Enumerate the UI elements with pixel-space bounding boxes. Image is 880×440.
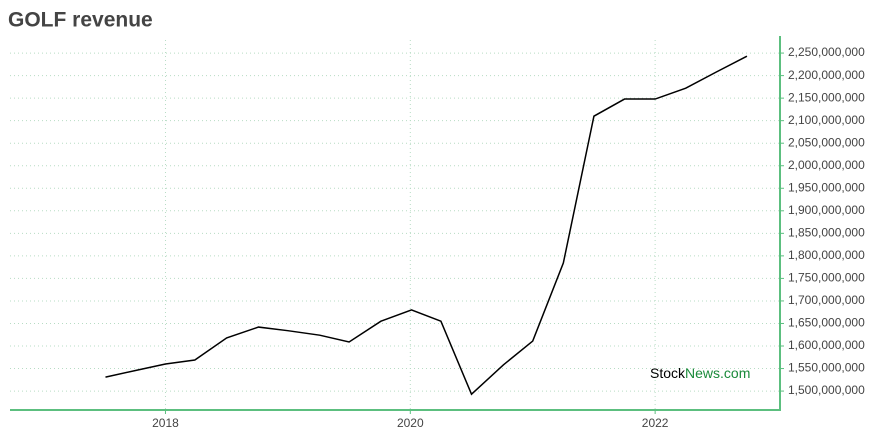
y-tick-label: 1,850,000,000	[788, 226, 865, 240]
line	[105, 55, 748, 396]
x-tick-label: 2022	[642, 416, 669, 430]
y-tick-label: 1,600,000,000	[788, 338, 865, 352]
y-tick-label: 1,500,000,000	[788, 383, 865, 397]
x-tick-label: 2018	[152, 416, 179, 430]
y-tick-label: 2,050,000,000	[788, 135, 865, 149]
y-tick-label: 1,750,000,000	[788, 271, 865, 285]
y-tick-label: 2,250,000,000	[788, 45, 865, 59]
y-tick-label: 2,100,000,000	[788, 113, 865, 127]
chart-title: GOLF revenue	[8, 9, 153, 32]
y-tick-label: 1,900,000,000	[788, 203, 865, 217]
y-tick-label: 2,150,000,000	[788, 90, 865, 104]
y-tick-label: 1,550,000,000	[788, 361, 865, 375]
y-tick-label: 2,000,000,000	[788, 158, 865, 172]
y-tick-label: 1,650,000,000	[788, 316, 865, 330]
watermark-part: News.com	[685, 365, 750, 381]
y-tick-label: 1,800,000,000	[788, 248, 865, 262]
y-tick-label: 1,950,000,000	[788, 180, 865, 194]
y-tick-label: 2,200,000,000	[788, 68, 865, 82]
x-tick-label: 2020	[397, 416, 424, 430]
watermark: StockNews.com	[650, 365, 750, 381]
watermark-part: Stock	[650, 365, 686, 381]
y-tick-label: 1,700,000,000	[788, 293, 865, 307]
